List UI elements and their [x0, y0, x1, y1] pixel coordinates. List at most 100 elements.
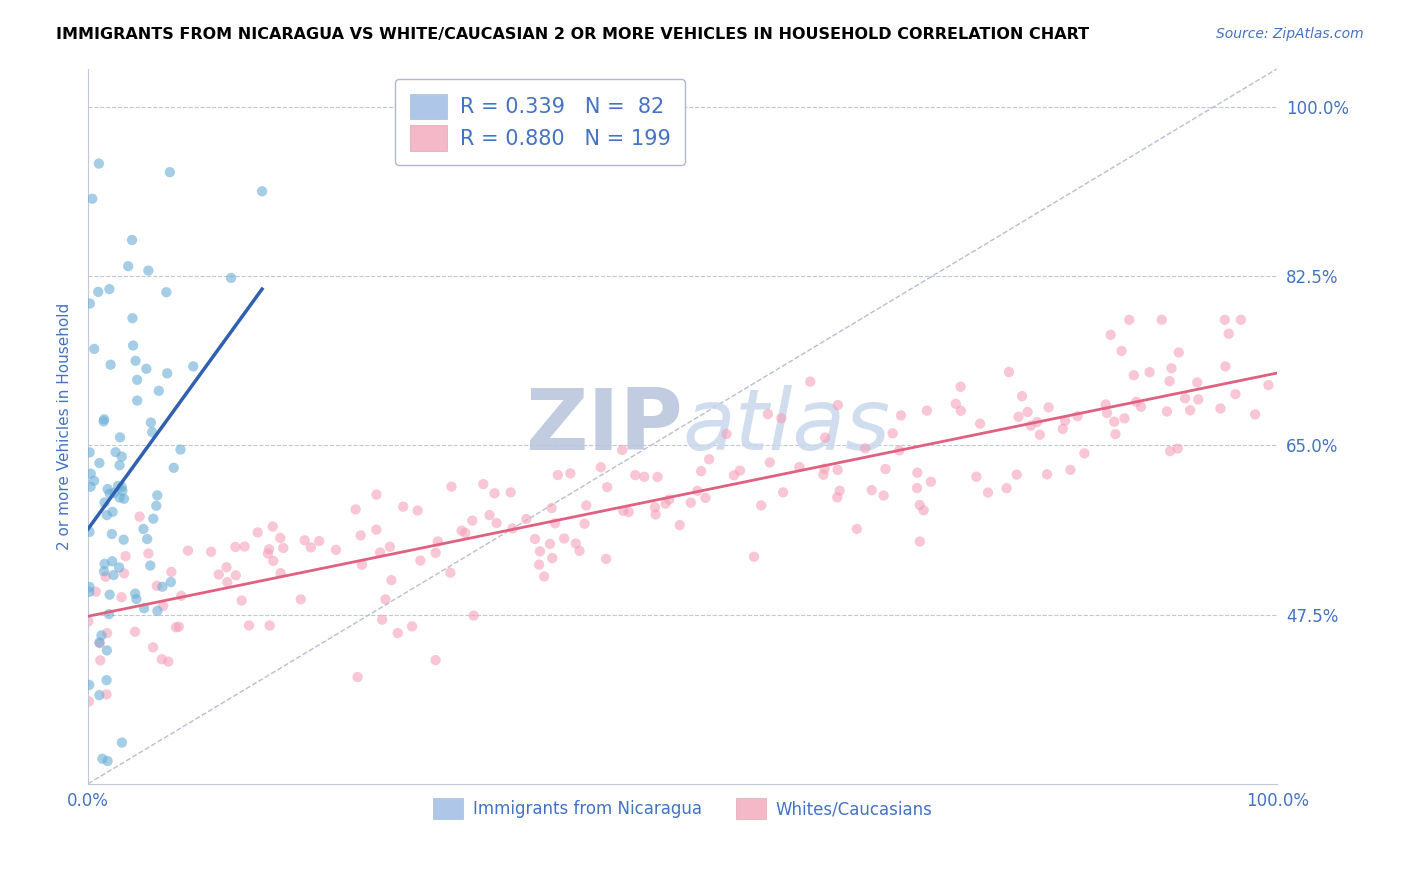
- Point: [392, 500, 415, 514]
- Point: [145, 499, 167, 513]
- Point: [101, 505, 124, 519]
- Point: [1052, 422, 1074, 436]
- Point: [789, 459, 811, 474]
- Point: [124, 353, 146, 368]
- Point: [945, 397, 967, 411]
- Point: [908, 498, 931, 512]
- Point: [112, 533, 135, 547]
- Point: [127, 373, 149, 387]
- Point: [96, 626, 118, 640]
- Point: [499, 485, 522, 500]
- Point: [163, 460, 186, 475]
- Point: [860, 483, 883, 497]
- Text: Source: ZipAtlas.com: Source: ZipAtlas.com: [1216, 27, 1364, 41]
- Point: [96, 754, 118, 768]
- Point: [1038, 401, 1060, 415]
- Point: [135, 361, 157, 376]
- Point: [94, 570, 117, 584]
- Point: [723, 468, 745, 483]
- Point: [146, 604, 169, 618]
- Point: [1185, 376, 1208, 390]
- Point: [515, 512, 537, 526]
- Point: [749, 499, 772, 513]
- Point: [998, 365, 1021, 379]
- Point: [461, 514, 484, 528]
- Point: [949, 403, 972, 417]
- Point: [690, 464, 713, 478]
- Point: [1167, 442, 1189, 456]
- Point: [142, 640, 165, 655]
- Point: [1244, 408, 1267, 422]
- Legend: Immigrants from Nicaragua, Whites/Caucasians: Immigrants from Nicaragua, Whites/Caucas…: [426, 792, 939, 825]
- Point: [1150, 313, 1173, 327]
- Point: [93, 557, 115, 571]
- Point: [91, 752, 114, 766]
- Point: [108, 491, 131, 505]
- Point: [920, 475, 942, 489]
- Point: [547, 468, 569, 483]
- Point: [127, 393, 149, 408]
- Point: [368, 545, 391, 559]
- Point: [142, 512, 165, 526]
- Point: [89, 688, 111, 702]
- Point: [1225, 387, 1247, 401]
- Point: [79, 524, 101, 539]
- Point: [756, 407, 779, 421]
- Point: [772, 485, 794, 500]
- Point: [270, 566, 292, 580]
- Point: [409, 553, 432, 567]
- Point: [574, 516, 596, 531]
- Point: [875, 462, 897, 476]
- Point: [814, 431, 837, 445]
- Point: [200, 545, 222, 559]
- Point: [79, 296, 101, 310]
- Point: [439, 566, 461, 580]
- Point: [83, 342, 105, 356]
- Point: [1139, 365, 1161, 379]
- Point: [79, 585, 101, 599]
- Point: [122, 338, 145, 352]
- Point: [1102, 415, 1125, 429]
- Point: [716, 426, 738, 441]
- Point: [538, 537, 561, 551]
- Point: [77, 615, 100, 629]
- Point: [529, 544, 551, 558]
- Point: [1156, 404, 1178, 418]
- Point: [117, 259, 139, 273]
- Point: [157, 655, 180, 669]
- Point: [121, 233, 143, 247]
- Point: [814, 461, 837, 475]
- Point: [1118, 313, 1140, 327]
- Point: [160, 565, 183, 579]
- Point: [155, 285, 177, 300]
- Point: [1005, 467, 1028, 482]
- Point: [96, 643, 118, 657]
- Point: [440, 480, 463, 494]
- Point: [589, 460, 612, 475]
- Point: [160, 575, 183, 590]
- Point: [633, 470, 655, 484]
- Point: [138, 546, 160, 560]
- Point: [1104, 427, 1126, 442]
- Point: [110, 590, 132, 604]
- Point: [828, 483, 851, 498]
- Point: [90, 628, 112, 642]
- Point: [104, 445, 127, 459]
- Point: [1073, 446, 1095, 460]
- Point: [111, 480, 134, 494]
- Point: [378, 540, 401, 554]
- Point: [84, 584, 107, 599]
- Point: [1218, 326, 1240, 341]
- Point: [114, 549, 136, 563]
- Point: [231, 593, 253, 607]
- Point: [97, 482, 120, 496]
- Point: [695, 491, 717, 505]
- Point: [387, 626, 409, 640]
- Point: [96, 508, 118, 522]
- Point: [111, 450, 134, 464]
- Point: [742, 549, 765, 564]
- Point: [401, 619, 423, 633]
- Point: [107, 479, 129, 493]
- Point: [1160, 361, 1182, 376]
- Point: [596, 480, 619, 494]
